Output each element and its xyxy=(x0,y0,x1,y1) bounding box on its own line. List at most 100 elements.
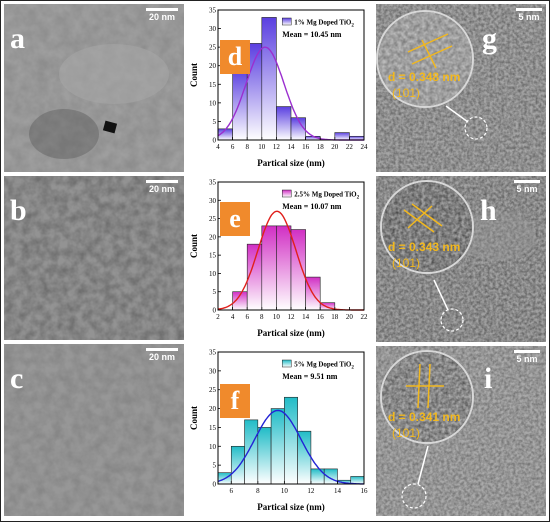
x-tick-label: 8 xyxy=(245,143,249,151)
scale-bar-a: 20 nm xyxy=(146,8,178,22)
histogram-d: 0 5 10 15 20 25 30 35 4 6 8 10 12 14 16 18 20 22 24 Partica… xyxy=(188,4,372,172)
hrtem-zoom-circle-h xyxy=(380,180,474,274)
scale-bar-b: 20 nm xyxy=(146,180,178,194)
x-tick-label: 4 xyxy=(231,313,235,321)
scale-bar-line xyxy=(146,348,178,351)
x-tick-label: 12 xyxy=(273,143,281,151)
hrtem-zoom-texture-i xyxy=(382,352,472,442)
y-axis-label: Count xyxy=(189,63,199,87)
scale-bar-label: 5 nm xyxy=(516,354,538,364)
hrtem-zoom-texture-g xyxy=(378,12,472,106)
scale-bar-label: 20 nm xyxy=(148,352,175,362)
histogram-bar xyxy=(261,17,277,141)
x-tick-label: 18 xyxy=(331,313,339,321)
y-tick-label: 35 xyxy=(209,7,217,15)
d-spacing-h: d = 0.343 nm xyxy=(388,240,461,254)
mean-label: Mean = 9.51 nm xyxy=(282,372,338,381)
x-axis-label: Partical size (nm) xyxy=(257,328,324,338)
y-tick-label: 35 xyxy=(209,179,217,187)
panel-letter-h: h xyxy=(480,194,497,227)
x-tick-label: 22 xyxy=(361,313,369,321)
mean-label: Mean = 10.07 nm xyxy=(282,202,342,211)
histogram-bar xyxy=(244,419,259,485)
scale-bar-line xyxy=(146,8,178,11)
x-tick-label: 10 xyxy=(273,313,281,321)
y-tick-label: 10 xyxy=(209,99,217,107)
panel-letter-g: g xyxy=(482,22,497,55)
y-tick-label: 5 xyxy=(213,288,217,296)
histogram-bar xyxy=(276,106,292,141)
hrtem-zoom-circle-g xyxy=(376,10,474,108)
x-tick-label: 14 xyxy=(288,143,296,151)
panel-letter-c: c xyxy=(10,362,24,395)
panel-letter-a: a xyxy=(10,22,25,55)
scale-bar-line xyxy=(514,350,540,353)
x-tick-label: 6 xyxy=(245,313,249,321)
legend-swatch xyxy=(281,189,292,198)
x-tick-label: 8 xyxy=(260,313,264,321)
histogram-bar xyxy=(297,430,312,485)
legend-swatch xyxy=(281,359,292,368)
gaussian-fit-line xyxy=(217,409,364,485)
y-tick-label: 0 xyxy=(213,481,217,489)
y-tick-label: 35 xyxy=(209,349,217,357)
x-tick-label: 22 xyxy=(346,143,354,151)
histogram-bar xyxy=(257,427,272,485)
histogram-bar xyxy=(284,396,298,485)
y-tick-label: 5 xyxy=(213,118,217,126)
histogram-d-svg: 0 5 10 15 20 25 30 35 4 6 8 10 12 14 16 18 20 22 24 Partica… xyxy=(189,7,369,169)
mean-label: Mean = 10.45 nm xyxy=(282,30,342,39)
panel-badge-d: d xyxy=(220,40,250,74)
x-tick-label: 14 xyxy=(334,487,342,495)
histogram-bar xyxy=(334,132,350,141)
y-tick-label: 20 xyxy=(209,405,217,413)
y-tick-label: 20 xyxy=(209,62,217,70)
scale-bar-line xyxy=(514,180,540,183)
y-tick-label: 15 xyxy=(209,81,217,89)
y-tick-label: 10 xyxy=(209,270,217,278)
y-tick-label: 15 xyxy=(209,424,217,432)
x-tick-label: 4 xyxy=(216,143,220,151)
histogram-bar xyxy=(232,69,248,141)
plot-frame xyxy=(217,351,365,485)
panel-letter-b: b xyxy=(10,194,27,227)
d-spacing-g: d = 0.348 nm xyxy=(388,70,461,84)
tem-texture-b xyxy=(4,176,184,340)
x-tick-label: 10 xyxy=(281,487,289,495)
y-tick-label: 0 xyxy=(213,307,217,315)
x-tick-label: 6 xyxy=(231,143,235,151)
scale-bar-label: 5 nm xyxy=(516,184,538,194)
histogram-bar xyxy=(270,408,285,485)
histogram-bar xyxy=(261,225,277,311)
scale-bar-label: 5 nm xyxy=(518,12,540,22)
tem-texture-a xyxy=(4,4,184,172)
legend-subscript: 2 xyxy=(351,366,354,371)
y-axis-label: Count xyxy=(189,406,199,430)
x-tick-label: 12 xyxy=(288,313,296,321)
x-tick-label: 24 xyxy=(361,143,369,151)
x-tick-label: 16 xyxy=(361,487,369,495)
histogram-e: 0 5 10 15 20 25 30 35 2 4 6 8 10 12 14 16 18 20 22 Partical… xyxy=(188,176,372,342)
y-tick-label: 25 xyxy=(209,386,217,394)
histogram-f-svg: 0 5 10 15 20 25 30 35 6 8 10 12 14 16 Partical size (n… xyxy=(189,349,369,513)
legend-label: 2.5% Mg Doped TiO2 xyxy=(294,191,359,201)
x-tick-label: 6 xyxy=(230,487,234,495)
x-tick-label: 20 xyxy=(331,143,339,151)
histogram-e-svg: 0 5 10 15 20 25 30 35 2 4 6 8 10 12 14 16 18 20 22 Partical… xyxy=(189,179,369,339)
x-tick-label: 16 xyxy=(317,313,325,321)
panel-badge-e: e xyxy=(220,202,250,236)
scale-bar-label: 20 nm xyxy=(148,184,175,194)
scale-bar-line xyxy=(516,8,542,11)
x-axis-label: Partical size (nm) xyxy=(257,158,324,168)
x-axis-label: Partical size (nm) xyxy=(257,502,324,512)
x-tick-label: 16 xyxy=(302,143,310,151)
y-tick-label: 30 xyxy=(209,25,217,33)
panel-letter-i: i xyxy=(484,362,493,395)
tem-image-b xyxy=(4,176,184,340)
tem-image-c xyxy=(4,344,184,516)
histogram-f: 0 5 10 15 20 25 30 35 6 8 10 12 14 16 Partical size (n… xyxy=(188,346,372,516)
y-tick-label: 15 xyxy=(209,252,217,260)
legend-swatch xyxy=(281,17,292,26)
y-tick-label: 5 xyxy=(213,462,217,470)
scale-bar-line xyxy=(146,180,178,183)
